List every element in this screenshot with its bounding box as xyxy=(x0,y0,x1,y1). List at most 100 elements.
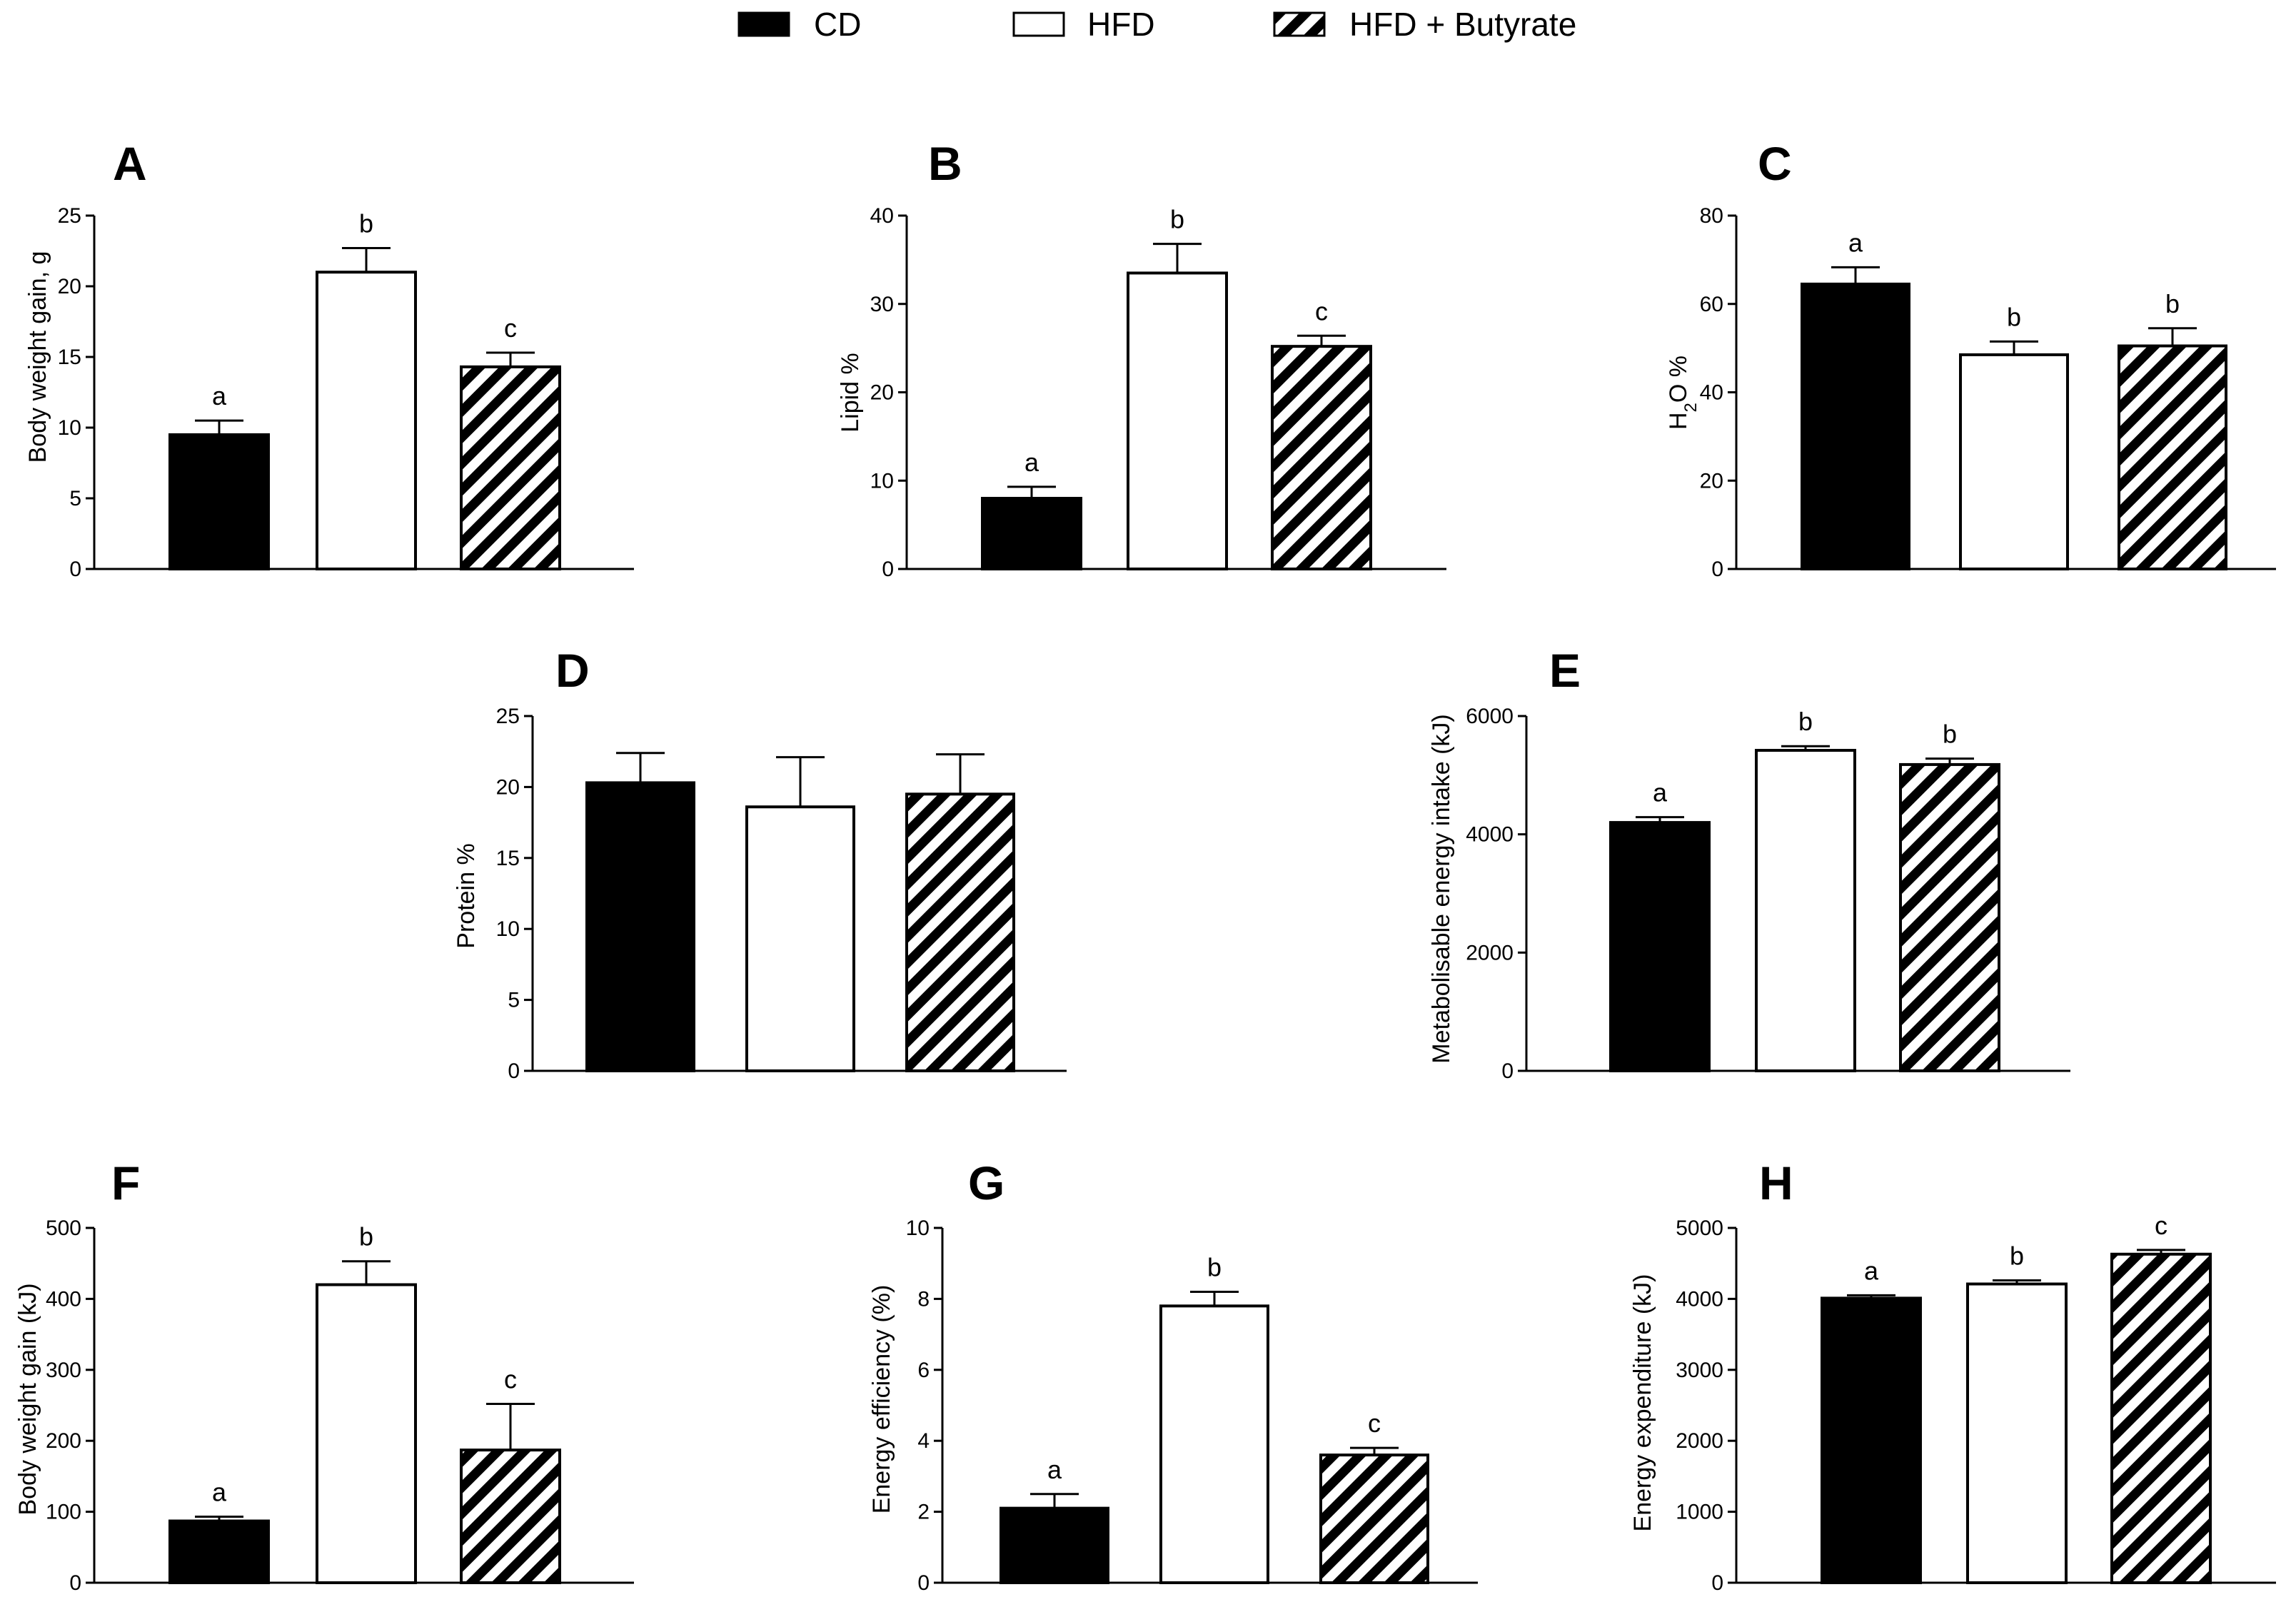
bar-b-hfd xyxy=(1127,271,1228,570)
y-tick-label-d: 25 xyxy=(496,705,520,728)
y-axis-label-g: Energy efficiency (%) xyxy=(868,1285,895,1514)
sig-letter-e-cd: a xyxy=(1653,778,1668,807)
panel-f: F Body weight gain (kJ) 0 100 200 300 400 500… xyxy=(14,1157,634,1595)
y-tick-label-g: 0 xyxy=(917,1571,930,1595)
legend-swatch-hfd-butyrate xyxy=(1273,11,1326,37)
y-axis-label-f: Body weight gain (kJ) xyxy=(14,1283,41,1515)
y-tick-label-e: 2000 xyxy=(1466,941,1514,964)
panel-label-f: F xyxy=(111,1157,140,1209)
panel-h: H Energy expenditure (kJ) 0 1000 2000 3000 4… xyxy=(1629,1157,2276,1595)
panel-label-c: C xyxy=(1758,137,1792,190)
y-tick-label-h: 3000 xyxy=(1676,1359,1723,1382)
y-tick-label-d: 5 xyxy=(508,989,520,1012)
sig-letter-c-cd: a xyxy=(1848,228,1863,257)
bar-c-cd xyxy=(1801,282,1910,570)
sig-letter-g-hfd: b xyxy=(1207,1252,1222,1281)
panel-d: D Protein % 0 5 10 15 20 25 xyxy=(453,644,1067,1083)
y-tick-label-h: 0 xyxy=(1711,1571,1723,1595)
sig-letter-e-hfd: b xyxy=(1798,707,1813,736)
legend-swatch-hfd xyxy=(1012,11,1065,37)
y-tick-label-d: 15 xyxy=(496,847,520,870)
bar-h-hfd xyxy=(1966,1282,2068,1584)
y-tick-label-b: 0 xyxy=(882,558,894,581)
bar-d-hfd-butyrate xyxy=(905,792,1015,1072)
y-tick-label-g: 6 xyxy=(917,1359,930,1382)
y-tick-label-f: 300 xyxy=(46,1359,81,1382)
panel-a: A Body weight gain, g 0 5 10 15 20 25 a b c xyxy=(24,137,634,581)
sig-letter-f-hfd: b xyxy=(359,1222,373,1251)
y-tick-label-h: 2000 xyxy=(1676,1429,1723,1453)
sig-letter-c-hfd-butyrate: b xyxy=(2165,289,2180,318)
legend-label-hfd-butyrate: HFD + Butyrate xyxy=(1349,6,1576,43)
bar-c-hfd-butyrate xyxy=(2118,344,2227,570)
bar-f-cd xyxy=(168,1519,270,1584)
sig-letter-b-cd: a xyxy=(1024,448,1039,477)
y-tick-label-b: 30 xyxy=(870,293,894,316)
y-tick-label-c: 80 xyxy=(1700,204,1723,228)
panel-g: G Energy efficiency (%) 0 2 4 6 8 10 a b c xyxy=(868,1157,1478,1595)
y-axis-label-h: Energy expenditure (kJ) xyxy=(1629,1274,1656,1532)
bar-g-cd xyxy=(1000,1506,1109,1584)
bar-g-hfd xyxy=(1159,1304,1269,1584)
sig-letter-b-hfd: b xyxy=(1170,205,1184,234)
y-tick-label-f: 0 xyxy=(69,1571,81,1595)
sig-letter-f-cd: a xyxy=(212,1478,227,1507)
bar-f-hfd-butyrate xyxy=(460,1449,561,1584)
y-tick-label-g: 10 xyxy=(906,1216,930,1240)
panel-label-h: H xyxy=(1759,1157,1793,1209)
legend-swatch-cd xyxy=(737,11,790,37)
sig-letter-a-hfd-butyrate: c xyxy=(504,313,517,343)
sig-letter-g-hfd-butyrate: c xyxy=(1368,1409,1381,1438)
bar-b-cd xyxy=(981,497,1082,570)
panel-e: E Metabolisable energy intake (kJ) 0 2000… xyxy=(1428,644,2070,1083)
bar-e-hfd xyxy=(1755,749,1856,1072)
y-axis-label-e: Metabolisable energy intake (kJ) xyxy=(1428,714,1455,1063)
y-tick-label-f: 500 xyxy=(46,1216,81,1240)
bar-a-hfd-butyrate xyxy=(460,365,561,570)
bar-e-cd xyxy=(1609,821,1711,1072)
bar-c-hfd xyxy=(1959,353,2069,570)
legend: CD HFD HFD + Butyrate xyxy=(737,6,1576,43)
y-axis-label-c: H2O % xyxy=(1665,356,1701,430)
sig-letter-f-hfd-butyrate: c xyxy=(504,1365,517,1394)
y-tick-label-a: 10 xyxy=(58,416,81,440)
y-tick-label-c: 60 xyxy=(1700,293,1723,316)
panel-label-e: E xyxy=(1549,644,1581,697)
panel-label-d: D xyxy=(555,644,590,697)
y-tick-label-c: 40 xyxy=(1700,381,1723,405)
legend-label-hfd: HFD xyxy=(1087,6,1155,43)
sig-letter-a-cd: a xyxy=(212,381,227,410)
y-tick-label-d: 0 xyxy=(508,1059,520,1083)
y-tick-label-h: 5000 xyxy=(1676,1216,1723,1240)
y-tick-label-a: 25 xyxy=(58,204,81,228)
y-tick-label-g: 2 xyxy=(917,1501,930,1524)
y-axis-label-a: Body weight gain, g xyxy=(24,251,51,463)
bar-g-hfd-butyrate xyxy=(1319,1454,1429,1584)
bar-d-hfd xyxy=(745,805,855,1073)
y-tick-label-b: 10 xyxy=(870,469,894,493)
panel-label-g: G xyxy=(968,1157,1004,1209)
y-tick-label-e: 4000 xyxy=(1466,823,1514,847)
y-tick-label-b: 40 xyxy=(870,204,894,228)
y-tick-label-g: 8 xyxy=(917,1287,930,1311)
y-tick-label-a: 15 xyxy=(58,346,81,369)
sig-letter-c-hfd: b xyxy=(2007,302,2021,331)
sig-letter-h-hfd: b xyxy=(2010,1241,2024,1271)
y-tick-label-d: 20 xyxy=(496,775,520,799)
sig-letter-a-hfd: b xyxy=(359,209,373,238)
bar-h-cd xyxy=(1821,1296,1922,1584)
y-tick-label-f: 400 xyxy=(46,1287,81,1311)
y-tick-label-a: 20 xyxy=(58,275,81,298)
bar-h-hfd-butyrate xyxy=(2110,1252,2212,1584)
sig-letter-e-hfd-butyrate: b xyxy=(1943,720,1957,749)
y-tick-label-e: 6000 xyxy=(1466,705,1514,728)
y-tick-label-e: 0 xyxy=(1501,1059,1514,1083)
y-tick-label-a: 0 xyxy=(69,558,81,581)
legend-label-cd: CD xyxy=(814,6,861,43)
panel-label-b: B xyxy=(928,137,962,190)
y-tick-label-c: 20 xyxy=(1700,469,1723,493)
y-tick-label-g: 4 xyxy=(917,1429,930,1453)
y-tick-label-a: 5 xyxy=(69,487,81,510)
y-tick-label-f: 200 xyxy=(46,1429,81,1453)
sig-letter-b-hfd-butyrate: c xyxy=(1315,296,1328,326)
